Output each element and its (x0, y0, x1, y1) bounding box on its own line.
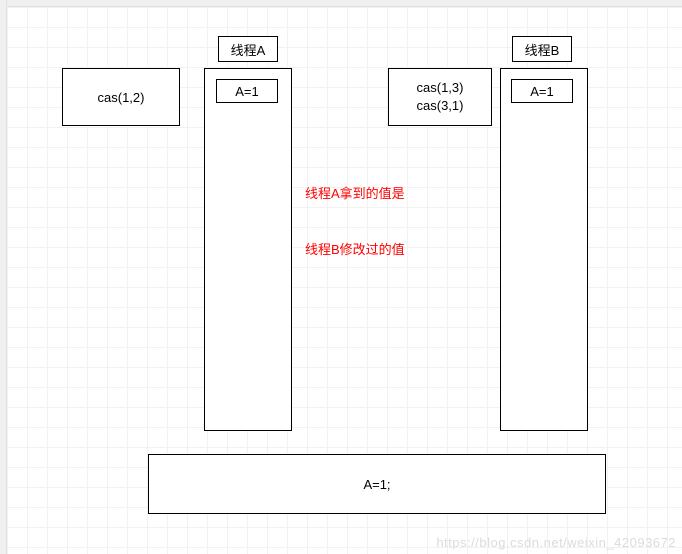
thread-a-header-label: 线程A (231, 40, 266, 59)
thread-b-column (500, 68, 588, 431)
thread-b-value-box: A=1 (511, 79, 573, 103)
cas-b-line2: cas(3,1) (417, 97, 464, 115)
thread-a-value-box: A=1 (216, 79, 278, 103)
watermark-text: https://blog.csdn.net/weixin_42093672 (436, 535, 676, 550)
thread-b-header: 线程B (512, 36, 572, 62)
cas-a-box: cas(1,2) (62, 68, 180, 126)
thread-a-value-label: A=1 (235, 84, 259, 99)
ruler-top (0, 0, 682, 7)
shared-value-box: A=1; (148, 454, 606, 514)
annotation-line2: 线程B修改过的值 (305, 241, 405, 260)
shared-value-label: A=1; (363, 477, 390, 492)
diagram-canvas: 线程A 线程B cas(1,2) cas(1,3) cas(3,1) A=1 A… (0, 0, 682, 554)
thread-b-header-label: 线程B (525, 40, 560, 59)
cas-b-box: cas(1,3) cas(3,1) (388, 68, 492, 126)
annotation-text: 线程A拿到的值是 线程B修改过的值 (305, 147, 405, 298)
thread-a-column (204, 68, 292, 431)
thread-a-header: 线程A (218, 36, 278, 62)
annotation-line1: 线程A拿到的值是 (305, 185, 405, 204)
cas-a-label: cas(1,2) (98, 90, 145, 105)
thread-b-value-label: A=1 (530, 84, 554, 99)
ruler-left (0, 0, 7, 554)
cas-b-line1: cas(1,3) (417, 79, 464, 97)
cas-b-lines: cas(1,3) cas(3,1) (417, 79, 464, 114)
